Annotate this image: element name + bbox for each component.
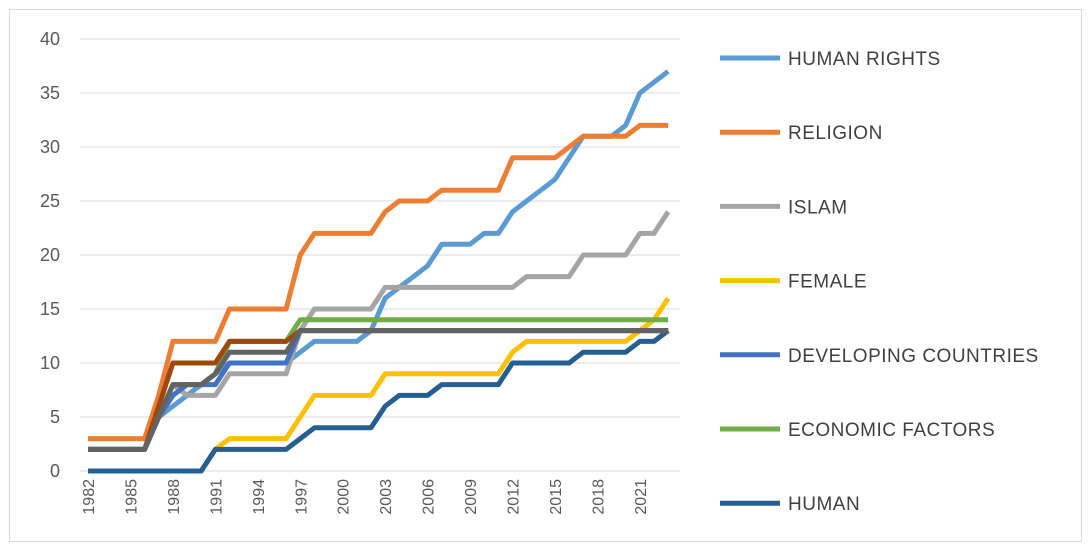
- series-line: [88, 328, 669, 452]
- series-line: [88, 69, 670, 452]
- x-tick-label: 2000: [336, 479, 353, 515]
- legend-label: DEVELOPING COUNTRIES: [788, 346, 1039, 367]
- x-tick-label: 2006: [421, 479, 438, 515]
- y-tick-label: 20: [40, 245, 60, 265]
- series-line: [88, 328, 670, 474]
- x-tick-label: 2015: [548, 479, 565, 515]
- series-line: [88, 328, 669, 452]
- x-tick-label: 2009: [463, 479, 480, 515]
- x-tick-label: 1988: [166, 479, 183, 515]
- y-tick-label: 30: [40, 137, 60, 157]
- y-tick-label: 10: [40, 353, 60, 373]
- legend-label: HUMAN: [788, 494, 860, 515]
- y-tick-label: 0: [50, 461, 60, 481]
- legend-label: ISLAM: [788, 197, 848, 218]
- x-tick-label: 2012: [506, 479, 523, 515]
- legend-label: FEMALE: [788, 272, 867, 293]
- legend-label: RELIGION: [788, 123, 883, 144]
- x-tick-label: 2021: [633, 479, 650, 515]
- y-tick-label: 25: [40, 191, 60, 211]
- y-tick-label: 5: [50, 407, 60, 427]
- x-tick-label: 1985: [123, 479, 140, 515]
- x-tick-label: 2003: [378, 479, 395, 515]
- x-tick-label: 1997: [293, 479, 310, 515]
- x-tick-label: 1991: [208, 479, 225, 515]
- legend-label: ECONOMIC FACTORS: [788, 420, 995, 441]
- series-line: [88, 328, 669, 452]
- x-tick-label: 1982: [81, 479, 98, 515]
- x-tick-label: 2018: [590, 479, 607, 515]
- y-tick-label: 40: [40, 29, 60, 49]
- series-line: [88, 210, 671, 452]
- y-tick-label: 35: [40, 83, 60, 103]
- series-line: [88, 122, 669, 442]
- legend-label: HUMAN RIGHTS: [788, 49, 941, 70]
- y-tick-label: 15: [40, 299, 60, 319]
- x-tick-label: 1994: [251, 479, 268, 515]
- chart-border: [9, 9, 1082, 542]
